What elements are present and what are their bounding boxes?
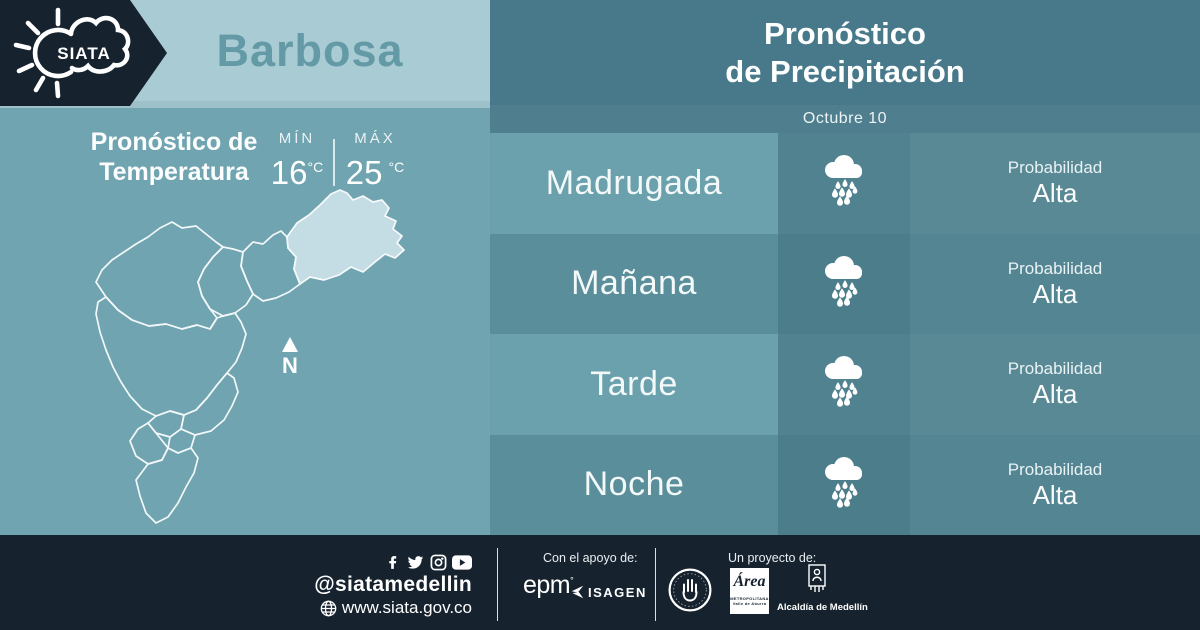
temperature-min: MÍN 16°C — [266, 130, 328, 193]
north-label: N — [282, 353, 298, 378]
siata-logo-text: SIATA — [57, 44, 110, 63]
min-label: MÍN — [278, 130, 316, 147]
twitter-icon — [407, 556, 424, 569]
forecast-row-tarde: Tarde Probabilidad Alta — [490, 334, 1200, 435]
max-value: 25 °C — [345, 154, 405, 191]
probability-label: Probabilidad — [1007, 158, 1103, 178]
instagram-icon — [430, 554, 447, 571]
area-line1: METROPOLITANA — [730, 596, 769, 601]
max-label: MÁX — [354, 130, 396, 147]
minmax-divider — [333, 139, 335, 186]
min-unit: °C — [307, 159, 324, 175]
map-region — [197, 246, 254, 317]
probability-value: Alta — [1032, 379, 1078, 410]
globe-icon — [320, 600, 337, 616]
probability-label: Probabilidad — [1007, 258, 1103, 278]
alcaldia-crest-icon — [808, 564, 826, 592]
period-label: Noche — [490, 434, 778, 535]
probability-label: Probabilidad — [1007, 459, 1103, 479]
facebook-icon — [389, 556, 397, 569]
map-region — [180, 372, 239, 436]
footer-divider — [655, 548, 656, 621]
social-icons — [384, 554, 472, 571]
precipitation-title-line1: Pronóstico — [764, 15, 926, 51]
period-label: Madrugada — [490, 133, 778, 234]
aburra-valley-map: N — [95, 189, 405, 524]
forecast-row-manana: Mañana Probabilidad Alta — [490, 233, 1200, 334]
north-arrow-icon: N — [282, 337, 298, 378]
precipitation-title-line2: de Precipitación — [725, 53, 965, 89]
temperature-max: MÁX 25 °C — [338, 130, 412, 193]
map-region-barbosa-highlighted — [286, 189, 405, 285]
temperature-title-line2: Temperatura — [99, 158, 249, 186]
period-label: Mañana — [490, 233, 778, 334]
social-handle: @siatamedellin — [314, 573, 472, 596]
alcaldia-label: Alcaldía de Medellín — [777, 602, 868, 613]
area-metropolitana-logo: Área METROPOLITANA Valle de Aburrá — [730, 568, 769, 614]
max-unit: °C — [388, 159, 405, 175]
sun-cloud-icon — [13, 7, 131, 99]
probability-label: Probabilidad — [1007, 359, 1103, 379]
forecast-date: Octubre 10 — [490, 105, 1200, 133]
map-region — [95, 296, 247, 417]
min-value: 16°C — [270, 154, 324, 191]
support-label: Con el apoyo de: — [543, 551, 638, 565]
university-seal-icon — [668, 568, 712, 612]
youtube-icon — [452, 555, 472, 570]
siata-logo: SIATA — [0, 0, 167, 106]
footer: @siatamedellin www.siata.gov.co Con el a… — [0, 535, 1200, 630]
page-title-city: Barbosa — [216, 25, 404, 76]
map-region — [135, 447, 199, 524]
epm-logo: epm° — [523, 571, 574, 599]
isagen-mark-icon — [571, 585, 584, 599]
forecast-rows: Madrugada Probabilidad Alta Mañana Proba… — [490, 133, 1200, 535]
period-label: Tarde — [490, 334, 778, 435]
project-label: Un proyecto de: — [728, 551, 817, 565]
precipitation-title: Pronóstico de Precipitación — [490, 0, 1200, 105]
forecast-row-madrugada: Madrugada Probabilidad Alta — [490, 133, 1200, 234]
website-url: www.siata.gov.co — [341, 598, 472, 617]
rain-cloud-icon — [819, 456, 869, 514]
temperature-panel — [0, 108, 490, 535]
rain-cloud-icon — [819, 255, 869, 313]
area-script-text: Área — [733, 573, 766, 590]
alcaldia-medellin-logo: Alcaldía de Medellín — [777, 564, 868, 613]
map-region — [95, 221, 224, 330]
website: www.siata.gov.co — [320, 598, 472, 618]
footer-divider — [497, 548, 498, 621]
isagen-text: ISAGEN — [588, 584, 647, 600]
probability-value: Alta — [1032, 278, 1078, 309]
rain-cloud-icon — [819, 154, 869, 212]
probability-value: Alta — [1032, 178, 1078, 209]
probability-value: Alta — [1032, 479, 1078, 510]
temperature-title-line1: Pronóstico de — [90, 128, 258, 156]
temperature-title: Pronóstico de Temperatura — [76, 127, 272, 187]
isagen-logo: ISAGEN — [569, 583, 647, 601]
area-line2: Valle de Aburrá — [732, 601, 767, 606]
rain-cloud-icon — [819, 355, 869, 413]
forecast-row-noche: Noche Probabilidad Alta — [490, 434, 1200, 535]
